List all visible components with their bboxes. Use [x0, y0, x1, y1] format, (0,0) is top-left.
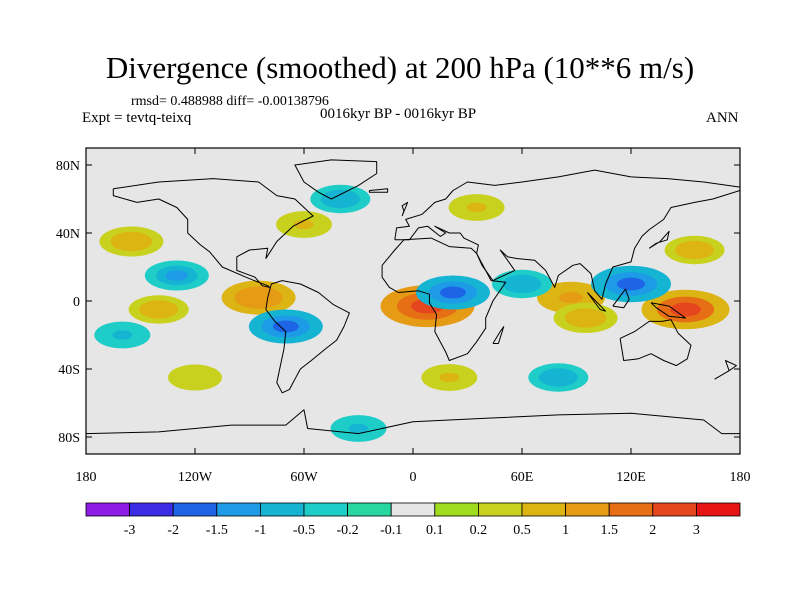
season-label: ANN [706, 110, 739, 126]
coastline [368, 188, 389, 193]
colorbar-label: 3 [693, 523, 700, 538]
colorbar-swatch [172, 502, 218, 517]
lat-tick-label: 80S [58, 431, 80, 446]
colorbar-label: -0.5 [293, 523, 315, 538]
colorbar-swatch [390, 502, 436, 517]
lon-tick-label: 180 [76, 470, 97, 485]
coastline [112, 178, 314, 288]
colorbar-swatch [652, 502, 697, 517]
colorbar-swatch [434, 502, 479, 517]
colorbar-swatch [696, 502, 741, 517]
colorbar-label: -1.5 [206, 523, 228, 538]
colorbar-label: -0.1 [380, 523, 402, 538]
lat-tick-label: 40S [58, 363, 80, 378]
lon-axis: 180 120W 60W 0 60E 120E 180 [76, 148, 751, 485]
lon-tick-label: 60W [290, 470, 318, 485]
colorbar-swatch [259, 502, 305, 517]
field-anomaly [547, 372, 569, 383]
field-anomaly [684, 245, 706, 255]
stats-text: rmsd= 0.488988 diff= -0.00138796 [131, 94, 329, 109]
colorbar: -3 -2 -1.5 -1 -0.5 -0.2 -0.1 0.1 0.2 0.5 1 1.5 2 3 [85, 502, 741, 538]
colorbar-swatch [565, 502, 610, 517]
colorbar-label: -2 [167, 523, 179, 538]
lon-tick-label: 60E [511, 470, 534, 485]
colorbar-swatch [608, 502, 654, 517]
colorbar-label: 0.5 [513, 523, 531, 538]
coastline [381, 237, 507, 361]
lat-tick-label: 0 [73, 295, 80, 310]
colorbar-label: 1 [562, 523, 569, 538]
field-anomaly [348, 423, 369, 434]
coastline [586, 292, 607, 312]
colorbar-label: 0.1 [426, 523, 444, 538]
field-anomaly [466, 202, 487, 213]
colorbar-label: -0.2 [337, 523, 359, 538]
field-anomaly [440, 286, 466, 299]
lon-tick-label: 180 [730, 470, 751, 485]
coastline [401, 201, 409, 217]
field-anomaly [272, 320, 299, 333]
colorbar-label: 1.5 [600, 523, 618, 538]
colorbar-swatch [521, 502, 566, 517]
lon-tick-label: 120W [178, 470, 213, 485]
colorbar-swatch [303, 502, 348, 517]
experiment-label: Expt = tevtq-teixq [82, 110, 192, 126]
colorbar-swatch [347, 502, 392, 517]
coastline [648, 230, 670, 249]
coastline [612, 288, 630, 309]
field-anomaly [148, 304, 170, 315]
field-layer [94, 184, 730, 442]
coastline [265, 280, 350, 394]
field-anomaly [617, 277, 645, 291]
field-anomaly [329, 194, 351, 204]
coastline [492, 326, 505, 344]
field-anomaly [112, 330, 133, 340]
colorbar-swatch [85, 502, 130, 517]
coastline [714, 360, 737, 380]
field-anomaly [165, 270, 189, 281]
coastline [86, 409, 740, 435]
lon-tick-label: 120E [616, 470, 646, 485]
colorbar-swatch [216, 502, 261, 517]
field-anomaly [294, 219, 314, 230]
lon-tick-label: 0 [410, 470, 417, 485]
field-anomaly [120, 236, 143, 247]
lat-tick-label: 40N [56, 227, 80, 242]
colorbar-label: -1 [255, 523, 267, 538]
coastline [294, 159, 378, 200]
field-anomaly [245, 291, 272, 304]
field-anomaly [559, 292, 583, 304]
field-anomaly [185, 372, 205, 383]
coastline [619, 319, 692, 367]
period-label: 0016kyr BP - 0016kyr BP [320, 106, 477, 122]
field-anomaly [574, 312, 597, 324]
colorbar-label: -3 [124, 523, 136, 538]
colorbar-label: 2 [649, 523, 656, 538]
colorbar-label: 0.2 [470, 523, 488, 538]
lat-axis: 80N 40N 0 40S 80S [56, 159, 740, 446]
field-anomaly [670, 302, 701, 317]
field-anomaly [439, 372, 460, 383]
colorbar-swatch [129, 502, 174, 517]
coastline [650, 302, 686, 319]
lat-tick-label: 80N [56, 159, 80, 174]
colorbar-swatch [477, 502, 523, 517]
coastline [394, 169, 740, 300]
coastlines [86, 159, 740, 435]
field-anomaly [511, 279, 533, 289]
map-title: Divergence (smoothed) at 200 hPa (10**6 … [105, 50, 695, 85]
